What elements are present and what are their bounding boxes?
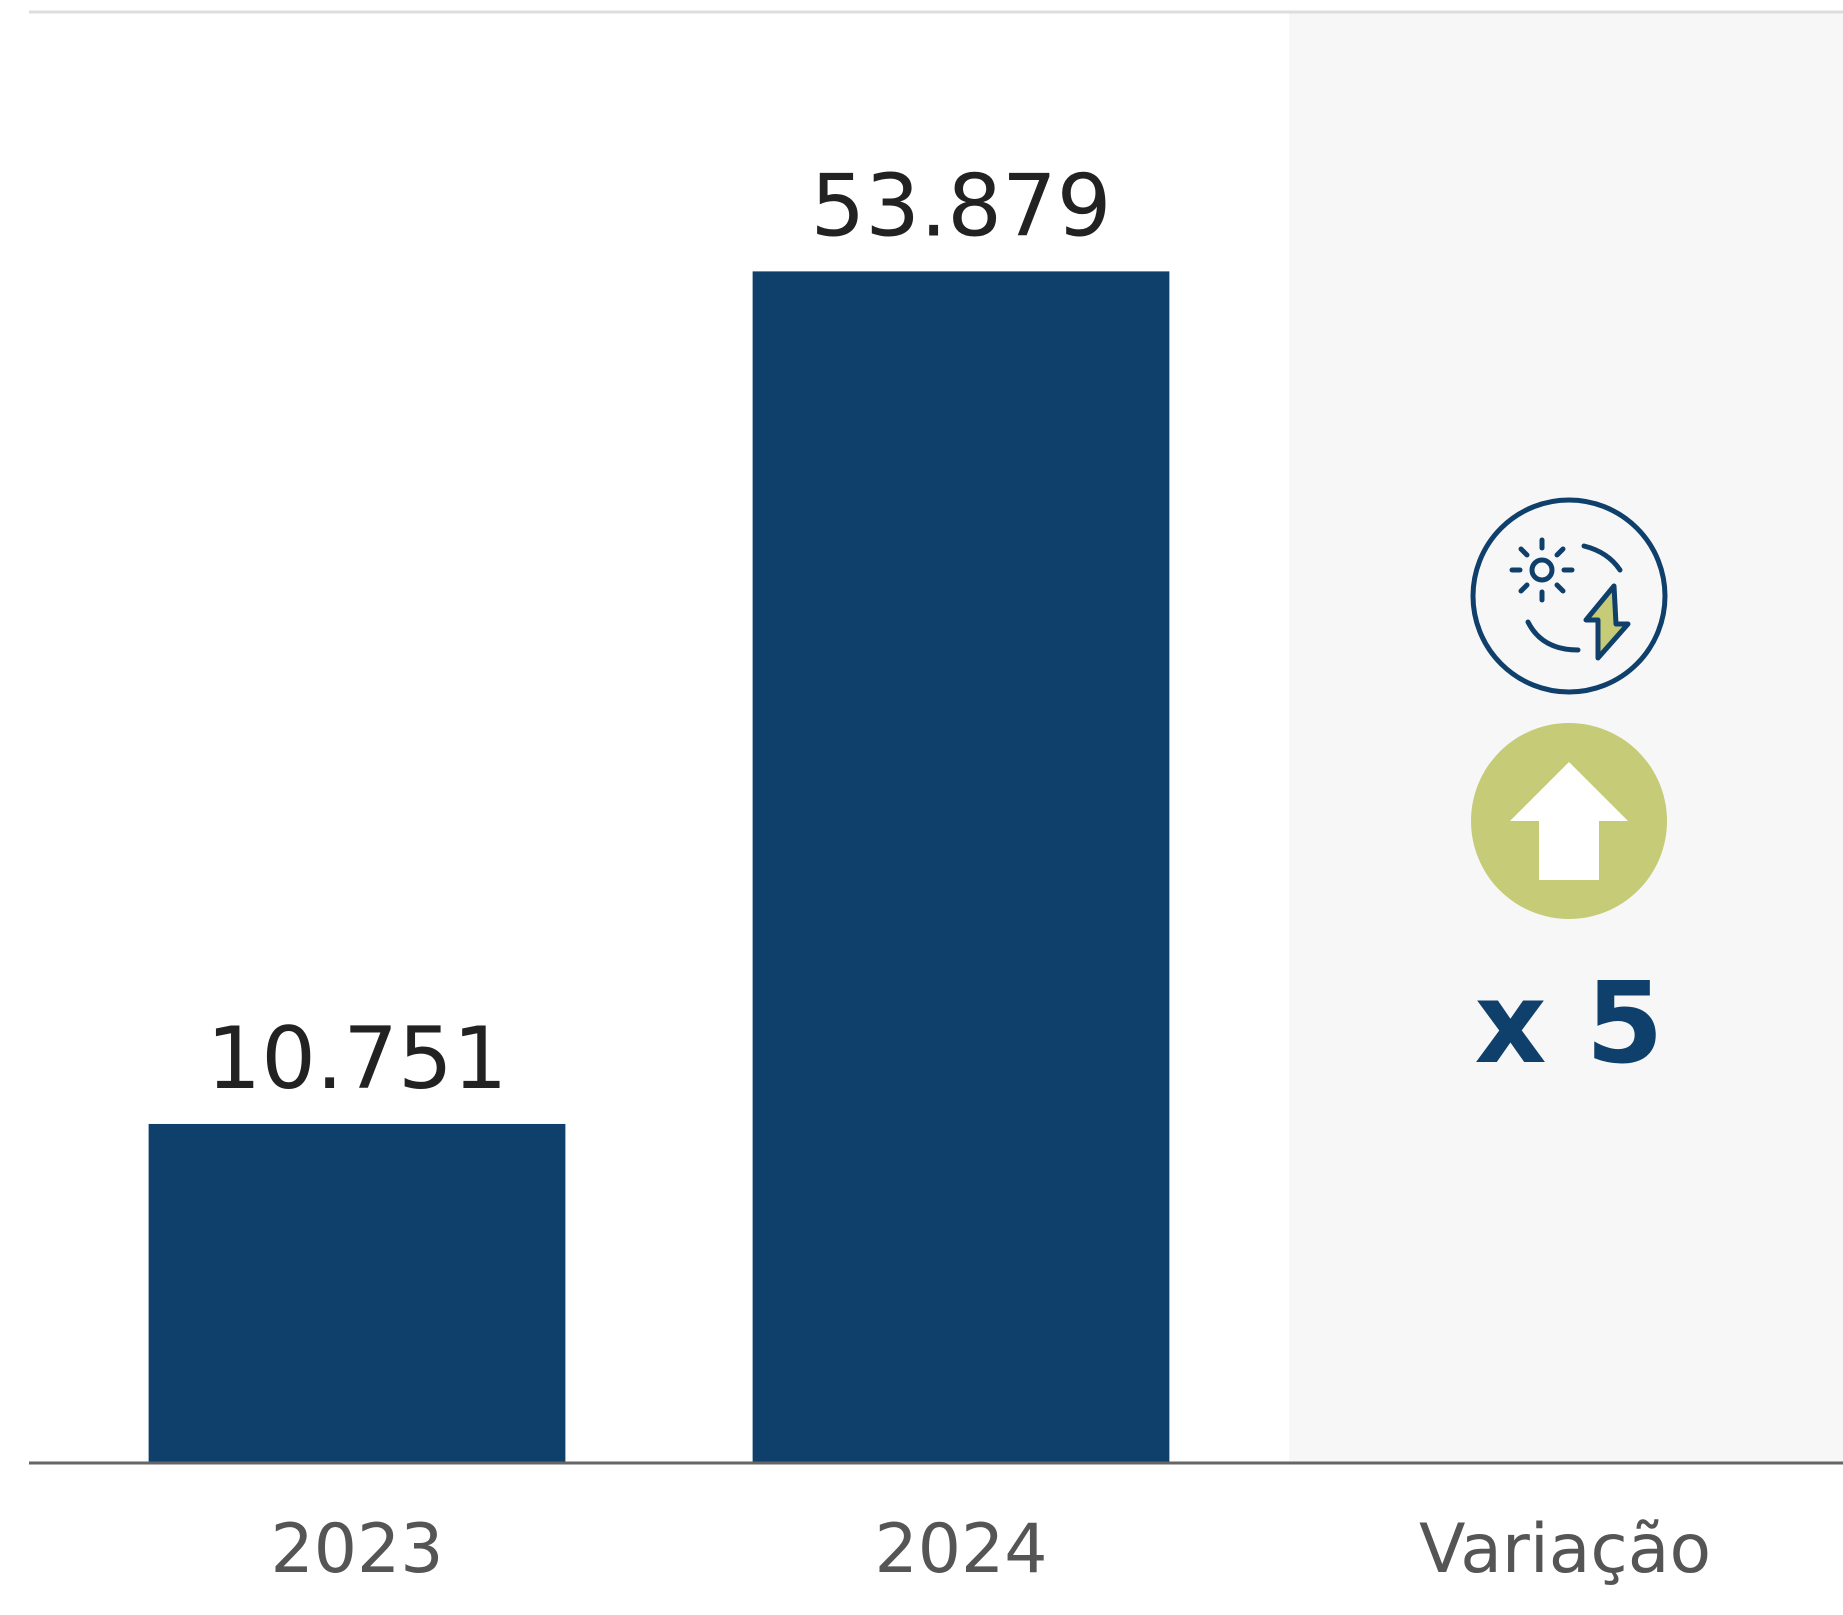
- variation-annotation: x 5: [1474, 959, 1663, 1089]
- value-label: 10.751: [207, 1009, 508, 1109]
- bar: [148, 1123, 566, 1463]
- x-tick-label: Variação: [1419, 1510, 1711, 1589]
- x-tick-label: 2024: [874, 1510, 1047, 1589]
- bar: [752, 271, 1170, 1463]
- value-label: 53.879: [811, 156, 1112, 256]
- x-tick-label: 2023: [270, 1510, 443, 1589]
- up-arrow-icon: [1471, 723, 1667, 919]
- energy-icon: [1470, 497, 1668, 695]
